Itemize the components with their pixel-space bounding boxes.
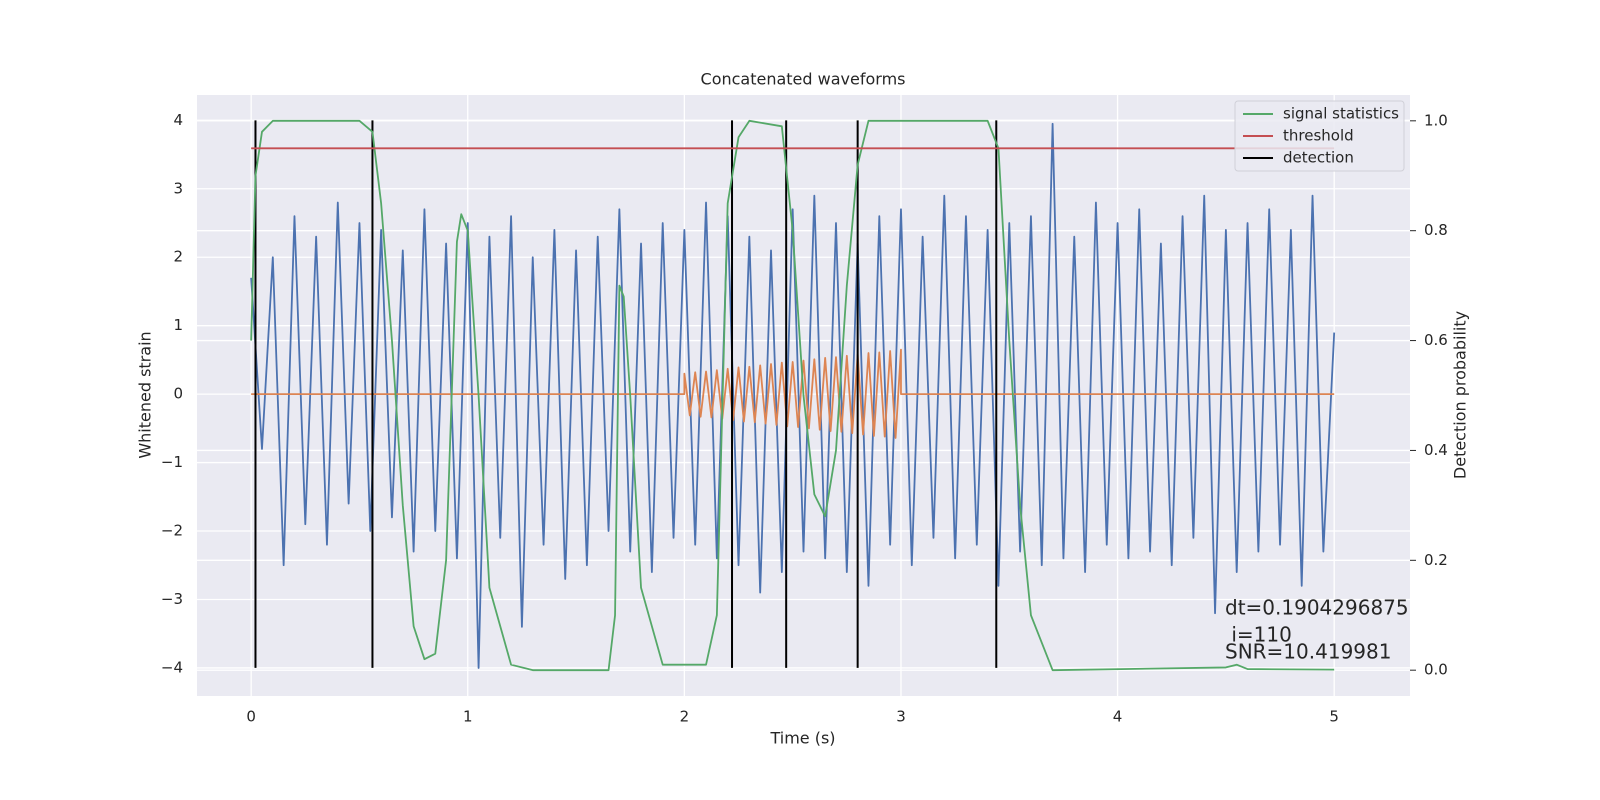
y-tick-label: 3	[173, 179, 183, 197]
y2-tick-label: 0.8	[1424, 221, 1448, 239]
y2-tick-label: 0.0	[1424, 661, 1448, 679]
annotation: dt=0.1904296875	[1225, 596, 1409, 620]
x-axis-label: Time (s)	[769, 729, 835, 748]
y2-tick-label: 1.0	[1424, 111, 1448, 129]
y2-axis-label: Detection probability	[1451, 311, 1470, 479]
y2-tick-label: 0.4	[1424, 441, 1448, 459]
y-tick-label: 0	[173, 385, 183, 403]
marks	[250, 119, 1336, 672]
series-line	[251, 348, 1335, 439]
x-tick-label: 5	[1329, 708, 1339, 726]
x-tick-label: 4	[1113, 708, 1123, 726]
legend-label: signal statistics	[1283, 105, 1399, 123]
legend-label: detection	[1283, 149, 1354, 167]
y-tick-label: −4	[161, 658, 183, 676]
annotation: i=110	[1225, 623, 1292, 647]
x-tick-label: 3	[896, 708, 906, 726]
x-tick-label: 0	[246, 708, 256, 726]
y2-tick-label: 0.6	[1424, 331, 1448, 349]
legend: signal statistics threshold detection	[1234, 100, 1405, 172]
y2-tick-label: 0.2	[1424, 551, 1448, 569]
labels: 0 1 2 3 4 5 −4 −3 −2 −1 0 1 2 3 4 0.0 0.2 0.4 0.6 0.8 1.0	[161, 111, 1448, 726]
series-line	[250, 122, 1336, 669]
y-tick-label: −1	[161, 453, 183, 471]
y-tick-label: 4	[173, 111, 183, 129]
x-tick-label: 2	[680, 708, 690, 726]
chart-title: Concatenated waveforms	[701, 70, 906, 89]
x-tick-label: 1	[463, 708, 473, 726]
legend-label: threshold	[1283, 127, 1354, 145]
y-tick-label: 1	[173, 316, 183, 334]
y-tick-label: 2	[173, 248, 183, 266]
annotation: SNR=10.419981	[1225, 640, 1391, 664]
series-line	[250, 119, 1335, 672]
y-tick-label: −3	[161, 590, 183, 608]
legend-box	[1234, 100, 1405, 172]
y-tick-label: −2	[161, 522, 183, 540]
y-axis-label: Whitened strain	[136, 331, 155, 458]
